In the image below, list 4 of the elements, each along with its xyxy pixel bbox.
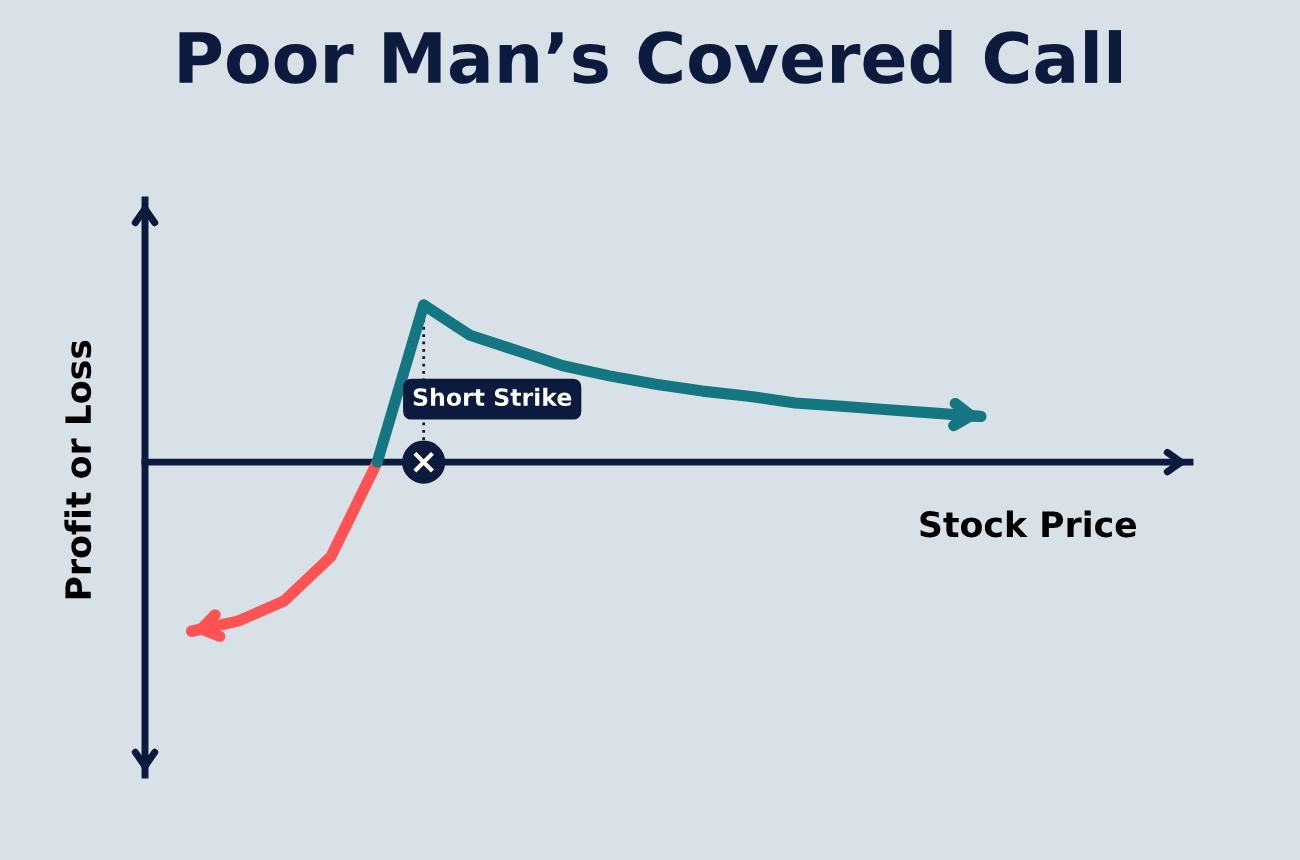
annotation: Short Strike	[413, 387, 572, 407]
y-axis-title: Profit or Loss	[64, 340, 92, 599]
x-axis-title: Stock Price	[920, 510, 1137, 538]
chart-title: Poor Man’s Covered Call	[179, 30, 1122, 84]
